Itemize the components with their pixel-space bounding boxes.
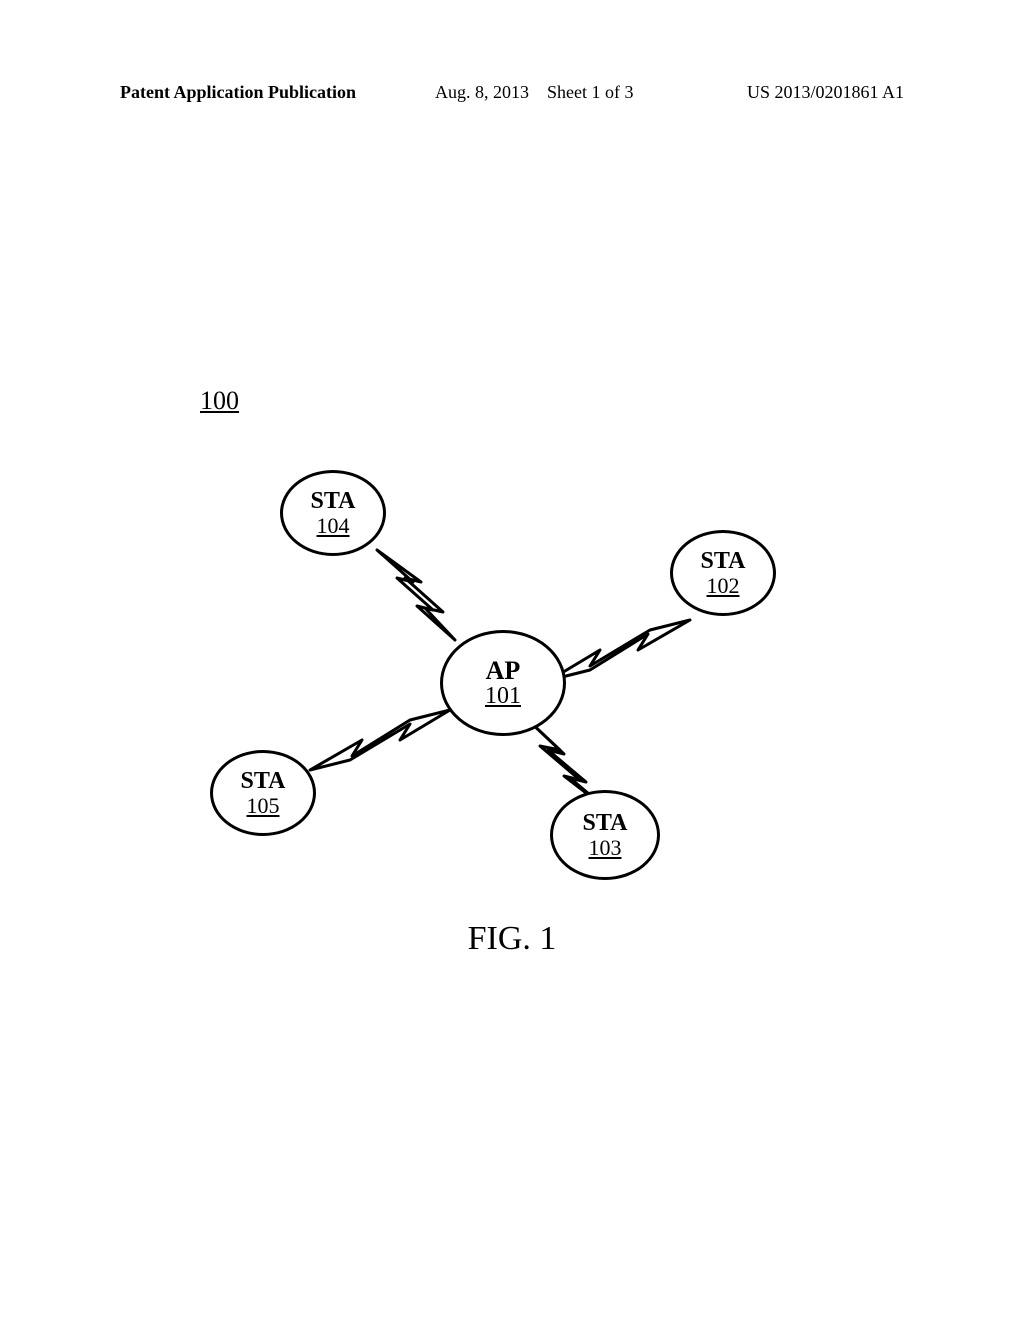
node-station-105: STA 105 xyxy=(210,750,316,836)
wireless-link-ap-sta104 xyxy=(365,550,465,650)
figure-reference-number: 100 xyxy=(200,386,239,416)
node-label: STA xyxy=(701,549,746,574)
node-ref-number: 102 xyxy=(707,574,740,597)
node-station-103: STA 103 xyxy=(550,790,660,880)
figure-caption: FIG. 1 xyxy=(0,920,1024,958)
patent-figure-page: Patent Application Publication Aug. 8, 2… xyxy=(0,0,1024,1320)
node-ref-number: 103 xyxy=(589,836,622,859)
node-ref-number: 105 xyxy=(247,794,280,817)
node-ref-number: 104 xyxy=(317,514,350,537)
node-access-point: AP 101 xyxy=(440,630,566,736)
node-ref-number: 101 xyxy=(485,684,521,709)
header-date: Aug. 8, 2013 xyxy=(435,82,529,102)
node-label: STA xyxy=(311,489,356,514)
node-station-102: STA 102 xyxy=(670,530,776,616)
node-label: AP xyxy=(486,657,521,684)
header-date-sheet: Aug. 8, 2013 Sheet 1 of 3 xyxy=(435,82,633,103)
wireless-link-ap-sta102 xyxy=(550,620,690,690)
node-label: STA xyxy=(241,769,286,794)
header-publication-number: US 2013/0201861 A1 xyxy=(747,82,904,103)
node-label: STA xyxy=(583,811,628,836)
page-header: Patent Application Publication Aug. 8, 2… xyxy=(120,82,904,106)
wireless-link-ap-sta105 xyxy=(310,710,450,780)
header-sheet: Sheet 1 of 3 xyxy=(547,82,633,102)
node-station-104: STA 104 xyxy=(280,470,386,556)
header-publication-type: Patent Application Publication xyxy=(120,82,356,103)
network-diagram: AP 101 STA 102 STA 103 STA 104 STA 105 xyxy=(150,430,850,930)
